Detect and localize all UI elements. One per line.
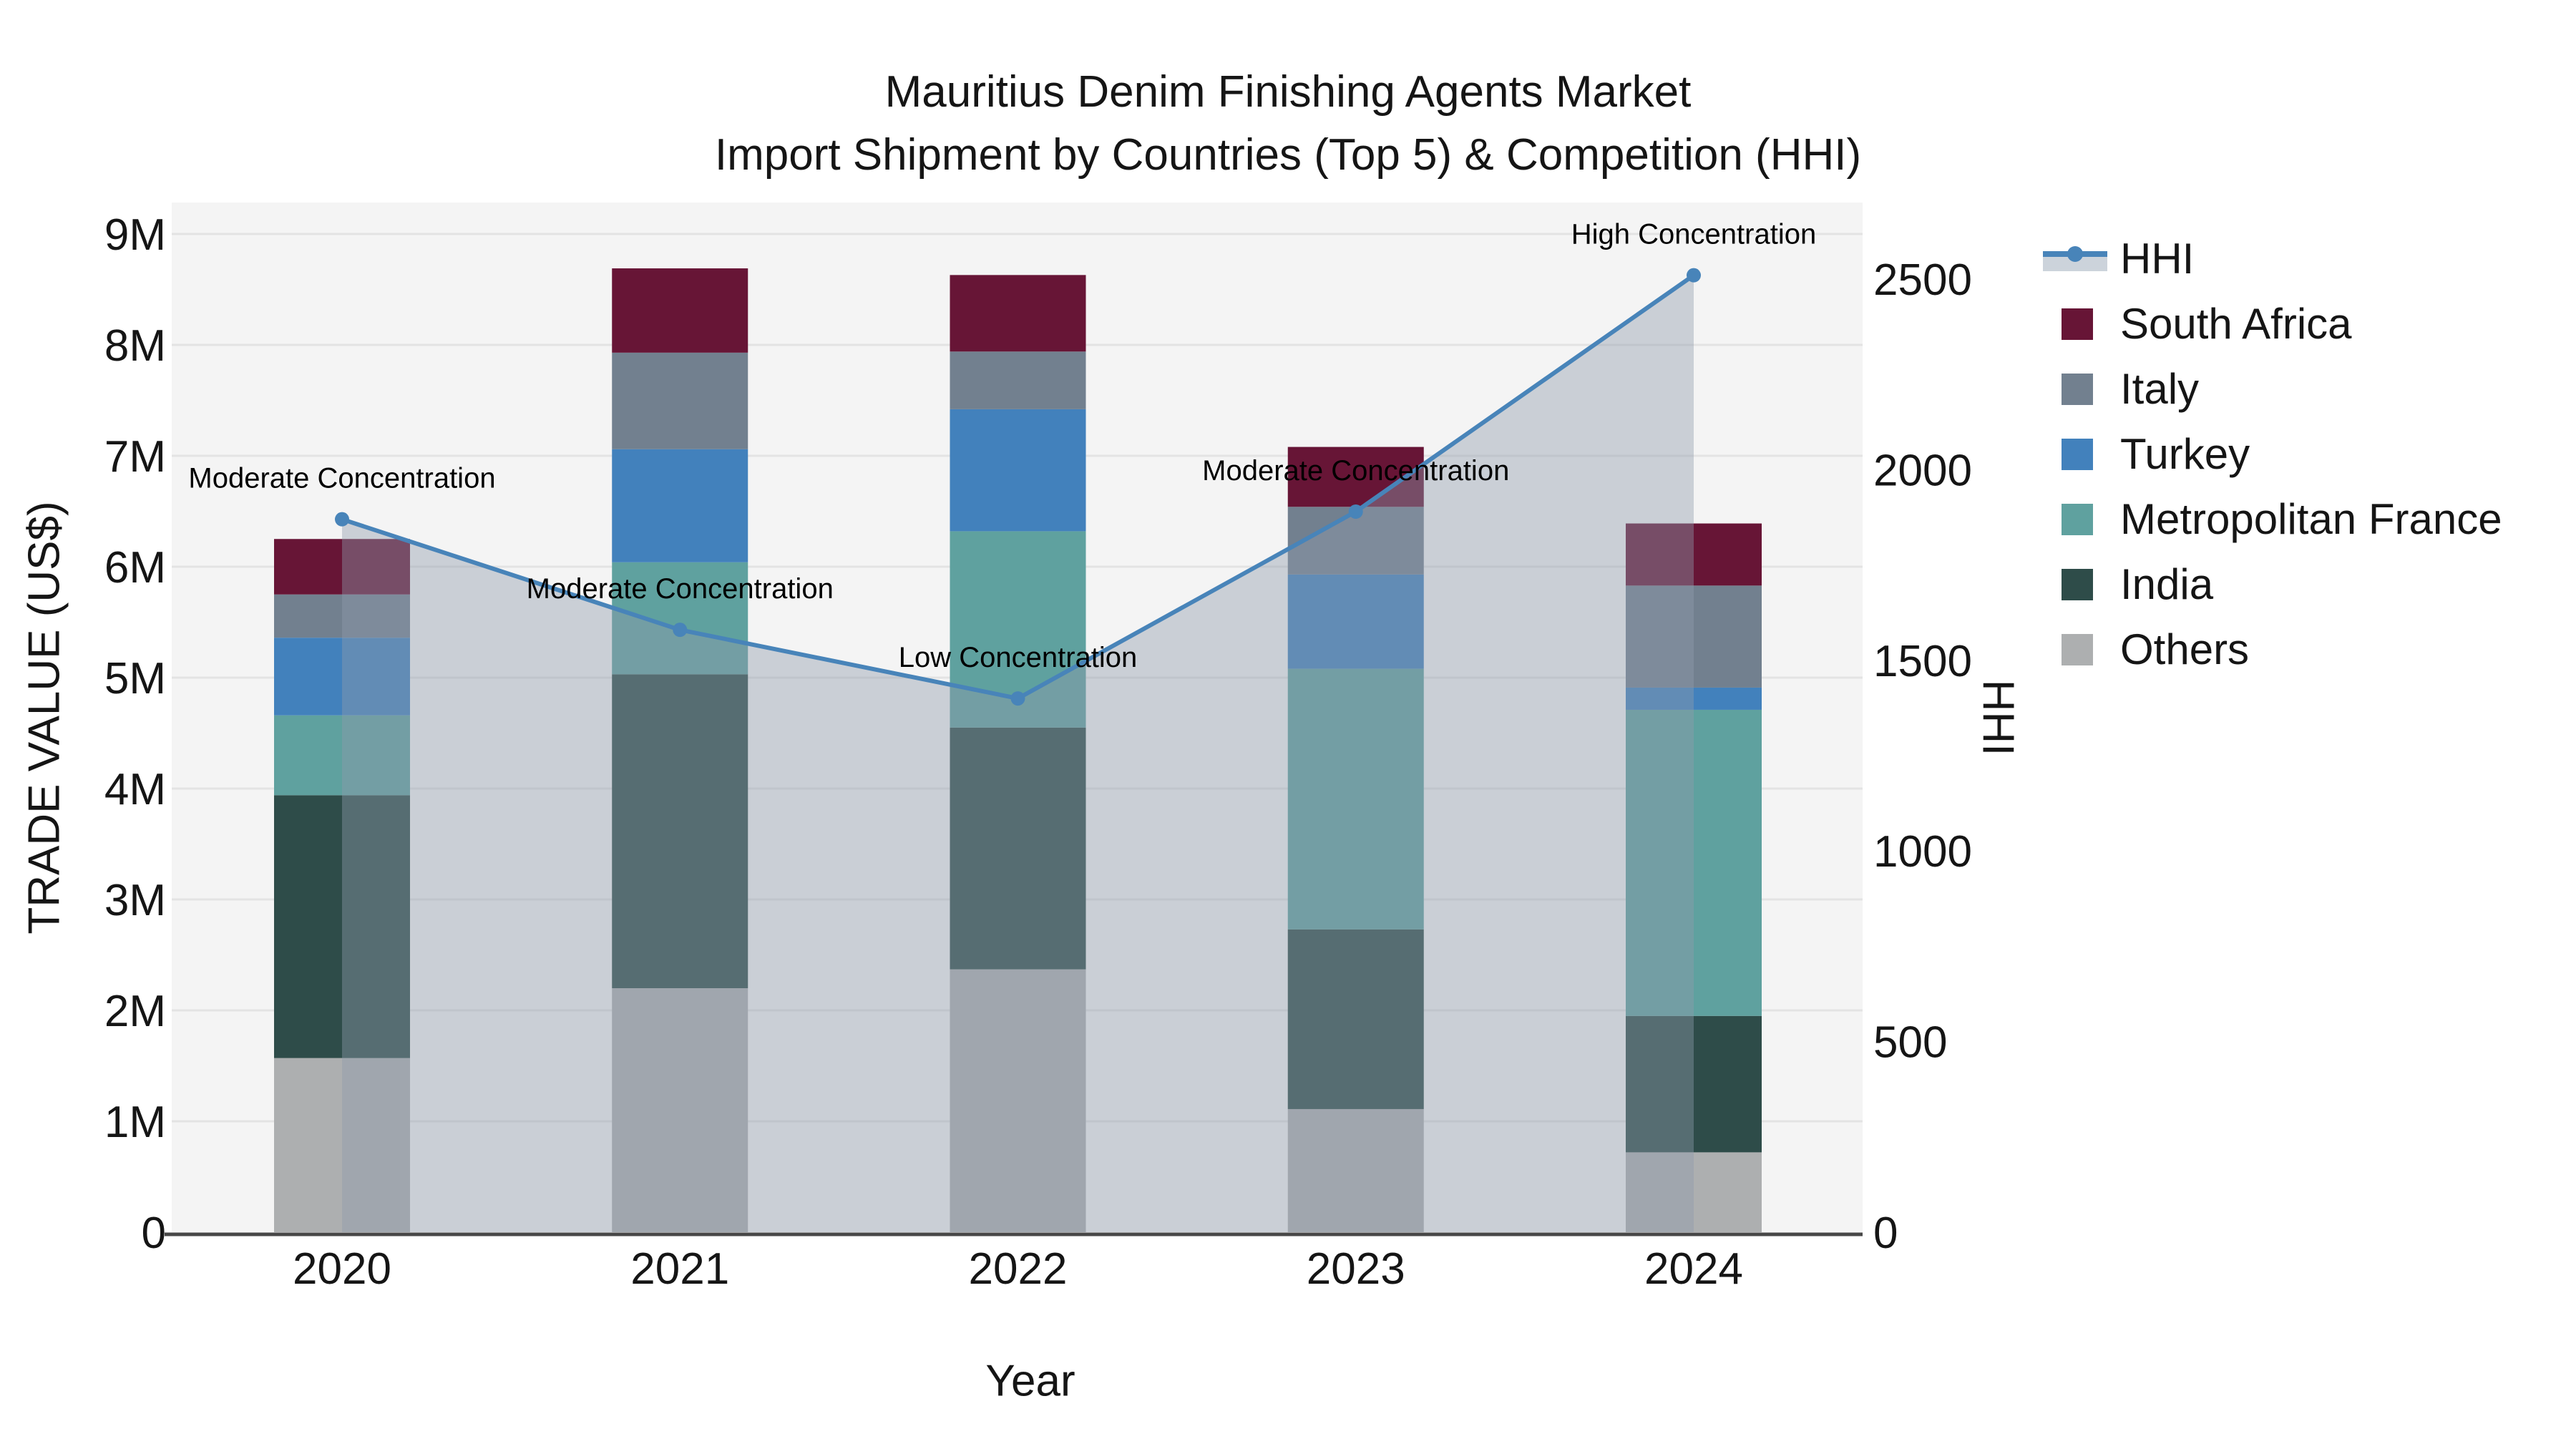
hhi-marker-2021 bbox=[673, 623, 688, 638]
bar-segment-others-2024 bbox=[1626, 1152, 1762, 1232]
y-right-tick-1500: 1500 bbox=[1873, 637, 1972, 686]
hhi-marker-2022 bbox=[1010, 691, 1025, 706]
bar-segment-south-africa-2023 bbox=[1287, 447, 1424, 507]
bar-segment-turkey-2023 bbox=[1287, 574, 1424, 669]
y-right-tick-2000: 2000 bbox=[1873, 446, 1972, 495]
chart-title-line2: Import Shipment by Countries (Top 5) & C… bbox=[714, 130, 1862, 180]
annotation-2024: High Concentration bbox=[1571, 219, 1816, 250]
legend-square-swatch-icon bbox=[2043, 552, 2120, 617]
bar-segment-india-2023 bbox=[1287, 929, 1424, 1109]
y-right-tick-2500: 2500 bbox=[1873, 255, 1972, 305]
legend-label: Metropolitan France bbox=[2120, 494, 2502, 543]
legend-line-swatch-icon bbox=[2043, 226, 2120, 291]
legend-label: Turkey bbox=[2120, 429, 2250, 478]
legend-square-swatch-icon bbox=[2043, 487, 2120, 552]
bar-segment-turkey-2022 bbox=[950, 409, 1086, 532]
y-right-tick-500: 500 bbox=[1873, 1018, 1947, 1068]
bar-segment-metropolitan-france-2023 bbox=[1287, 668, 1424, 930]
legend: HHI South Africa Italy Turkey Metropolitan F… bbox=[2043, 226, 2502, 682]
legend-item-metropolitan-france: Metropolitan France bbox=[2043, 487, 2502, 552]
y-left-tick-4M: 4M bbox=[104, 765, 166, 814]
bar-segment-italy-2022 bbox=[950, 351, 1086, 409]
bar-segment-india-2020 bbox=[274, 795, 410, 1058]
bar-segment-south-africa-2021 bbox=[612, 268, 748, 353]
bar-segment-south-africa-2020 bbox=[274, 539, 410, 595]
bar-segment-turkey-2024 bbox=[1626, 687, 1762, 710]
y-axis-title-left: TRADE VALUE (US$) bbox=[19, 501, 69, 935]
annotation-2020: Moderate Concentration bbox=[188, 463, 495, 494]
chart-title-line1: Mauritius Denim Finishing Agents Market bbox=[884, 67, 1692, 117]
bar-segment-metropolitan-france-2021 bbox=[612, 562, 748, 675]
bar-segment-italy-2024 bbox=[1626, 585, 1762, 688]
bar-segment-india-2022 bbox=[950, 727, 1086, 970]
y-left-tick-6M: 6M bbox=[104, 543, 166, 592]
legend-item-south-africa: South Africa bbox=[2043, 291, 2502, 356]
legend-square-swatch-icon bbox=[2043, 421, 2120, 487]
legend-item-others: Others bbox=[2043, 617, 2502, 682]
legend-item-turkey: Turkey bbox=[2043, 421, 2502, 487]
bar-segment-south-africa-2024 bbox=[1626, 523, 1762, 586]
x-tick-2020: 2020 bbox=[293, 1244, 391, 1294]
x-tick-2022: 2022 bbox=[969, 1244, 1068, 1294]
y-left-tick-7M: 7M bbox=[104, 432, 166, 482]
legend-item-italy: Italy bbox=[2043, 356, 2502, 421]
bar-segment-india-2024 bbox=[1626, 1015, 1762, 1153]
hhi-marker-2023 bbox=[1348, 504, 1363, 519]
legend-label: South Africa bbox=[2120, 299, 2352, 348]
legend-label: Others bbox=[2120, 625, 2250, 673]
bar-segment-others-2020 bbox=[274, 1058, 410, 1232]
bar-segment-others-2023 bbox=[1287, 1108, 1424, 1232]
legend-label: Italy bbox=[2120, 364, 2200, 413]
legend-label: HHI bbox=[2120, 234, 2195, 283]
bar-segment-italy-2021 bbox=[612, 352, 748, 449]
y-left-tick-9M: 9M bbox=[104, 210, 166, 260]
bar-segment-italy-2020 bbox=[274, 594, 410, 638]
legend-item-india: India bbox=[2043, 552, 2502, 617]
annotation-2021: Moderate Concentration bbox=[527, 573, 834, 605]
bar-segment-others-2022 bbox=[950, 969, 1086, 1232]
legend-item-hhi: HHI bbox=[2043, 226, 2502, 291]
hhi-marker-2020 bbox=[335, 512, 349, 527]
y-left-tick-5M: 5M bbox=[104, 654, 166, 703]
bar-segment-south-africa-2022 bbox=[950, 275, 1086, 352]
bar-segment-others-2021 bbox=[612, 988, 748, 1232]
annotation-2023: Moderate Concentration bbox=[1202, 455, 1509, 487]
x-tick-2023: 2023 bbox=[1307, 1244, 1405, 1294]
y-left-tick-0: 0 bbox=[142, 1209, 166, 1258]
legend-label: India bbox=[2120, 560, 2214, 608]
hhi-marker-2024 bbox=[1687, 268, 1701, 283]
y-left-tick-3M: 3M bbox=[104, 876, 166, 925]
annotation-2022: Low Concentration bbox=[899, 642, 1138, 673]
y-left-tick-8M: 8M bbox=[104, 321, 166, 371]
bar-segment-india-2021 bbox=[612, 674, 748, 988]
bar-segment-metropolitan-france-2020 bbox=[274, 715, 410, 796]
y-left-tick-2M: 2M bbox=[104, 987, 166, 1036]
legend-square-swatch-icon bbox=[2043, 356, 2120, 421]
bar-segment-turkey-2020 bbox=[274, 638, 410, 716]
bar-segment-turkey-2021 bbox=[612, 449, 748, 562]
x-tick-2021: 2021 bbox=[630, 1244, 729, 1294]
legend-square-swatch-icon bbox=[2043, 617, 2120, 682]
x-axis-title: Year bbox=[985, 1356, 1075, 1406]
y-right-tick-1000: 1000 bbox=[1873, 827, 1972, 877]
y-right-tick-0: 0 bbox=[1873, 1209, 1898, 1258]
legend-square-swatch-icon bbox=[2043, 291, 2120, 356]
y-left-tick-1M: 1M bbox=[104, 1098, 166, 1147]
y-axis-title-right: HHI bbox=[1973, 679, 2023, 756]
bar-segment-metropolitan-france-2024 bbox=[1626, 709, 1762, 1016]
x-tick-2024: 2024 bbox=[1644, 1244, 1743, 1294]
